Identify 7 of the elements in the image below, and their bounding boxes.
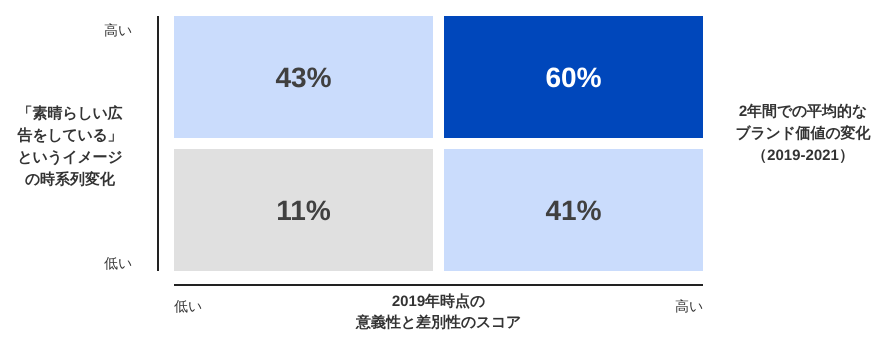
data-label: 60% bbox=[545, 62, 602, 93]
data-label: 43% bbox=[275, 62, 332, 93]
data-label: 11% bbox=[276, 195, 331, 226]
data-label: 41% bbox=[545, 195, 602, 226]
y-axis-title: 「素晴らしい広告をしている」というイメージの時系列変化 bbox=[16, 104, 122, 188]
annotation: 2年間での平均的なブランド価値の変化（2019-2021） bbox=[736, 103, 872, 164]
x-axis-title: 2019年時点の意義性と差別性のスコア bbox=[355, 293, 521, 331]
